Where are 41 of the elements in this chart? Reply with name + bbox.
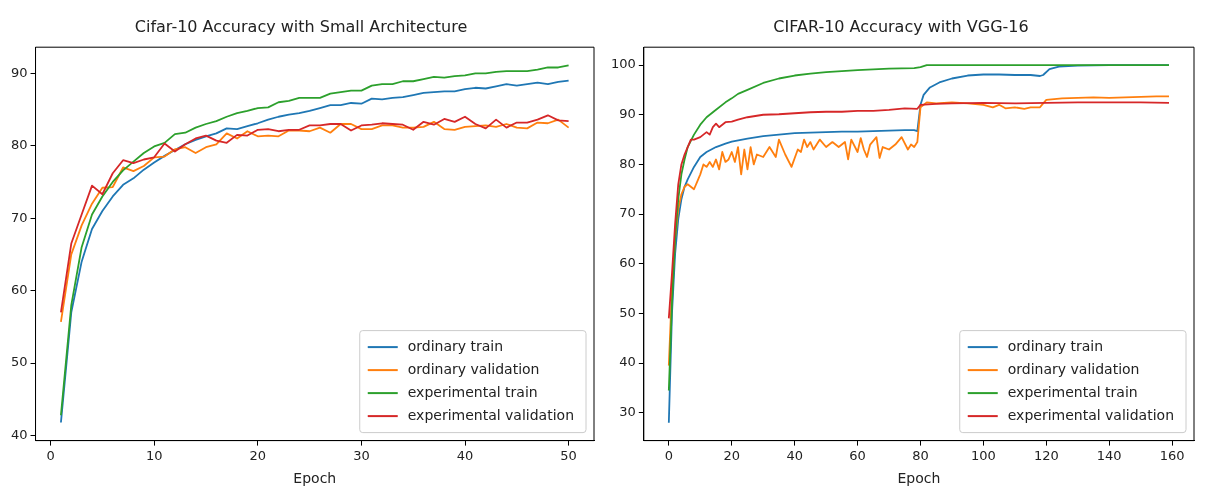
legend-label: ordinary train: [1007, 337, 1104, 354]
x-tick-label: 0: [664, 447, 673, 463]
x-tick-label: 40: [456, 447, 474, 463]
y-tick-label: 70: [11, 209, 28, 225]
x-axis-title: Epoch: [293, 470, 337, 487]
y-tick-label: 30: [619, 404, 636, 420]
x-tick-label: 80: [912, 447, 929, 463]
legend-label: experimental train: [407, 383, 538, 400]
chart-title: Cifar-10 Accuracy with Small Architecture: [134, 16, 468, 36]
y-tick-label: 40: [11, 426, 28, 442]
x-tick-label: 140: [1096, 447, 1122, 463]
y-tick-label: 80: [11, 137, 28, 153]
chart-title: CIFAR-10 Accuracy with VGG-16: [773, 16, 1029, 36]
x-tick-label: 10: [145, 447, 163, 463]
y-tick-label: 80: [619, 155, 636, 171]
legend-label: ordinary train: [407, 337, 504, 354]
x-tick-label: 30: [353, 447, 370, 463]
y-tick-label: 40: [619, 354, 636, 370]
x-tick-label: 0: [46, 447, 55, 463]
legend-label: ordinary validation: [1007, 360, 1140, 377]
x-tick-label: 100: [970, 447, 996, 463]
legend-label: experimental train: [1007, 383, 1138, 400]
y-tick-label: 50: [619, 304, 636, 320]
y-tick-label: 100: [610, 56, 636, 72]
legend-label: experimental validation: [407, 406, 575, 423]
x-tick-label: 160: [1159, 447, 1185, 463]
y-tick-label: 60: [619, 255, 636, 271]
x-tick-label: 20: [723, 447, 741, 463]
x-tick-label: 50: [560, 447, 577, 463]
x-tick-label: 120: [1033, 447, 1059, 463]
y-tick-label: 90: [11, 64, 28, 80]
y-tick-label: 70: [619, 205, 636, 221]
legend-label: experimental validation: [1007, 406, 1175, 423]
x-tick-label: 40: [786, 447, 803, 463]
y-tick-label: 60: [11, 282, 28, 297]
x-tick-label: 60: [849, 447, 866, 463]
x-axis-title: Epoch: [897, 470, 941, 487]
x-tick-label: 20: [249, 447, 267, 463]
legend-label: ordinary validation: [407, 360, 540, 377]
y-tick-label: 90: [619, 106, 636, 122]
y-tick-label: 50: [11, 354, 28, 370]
